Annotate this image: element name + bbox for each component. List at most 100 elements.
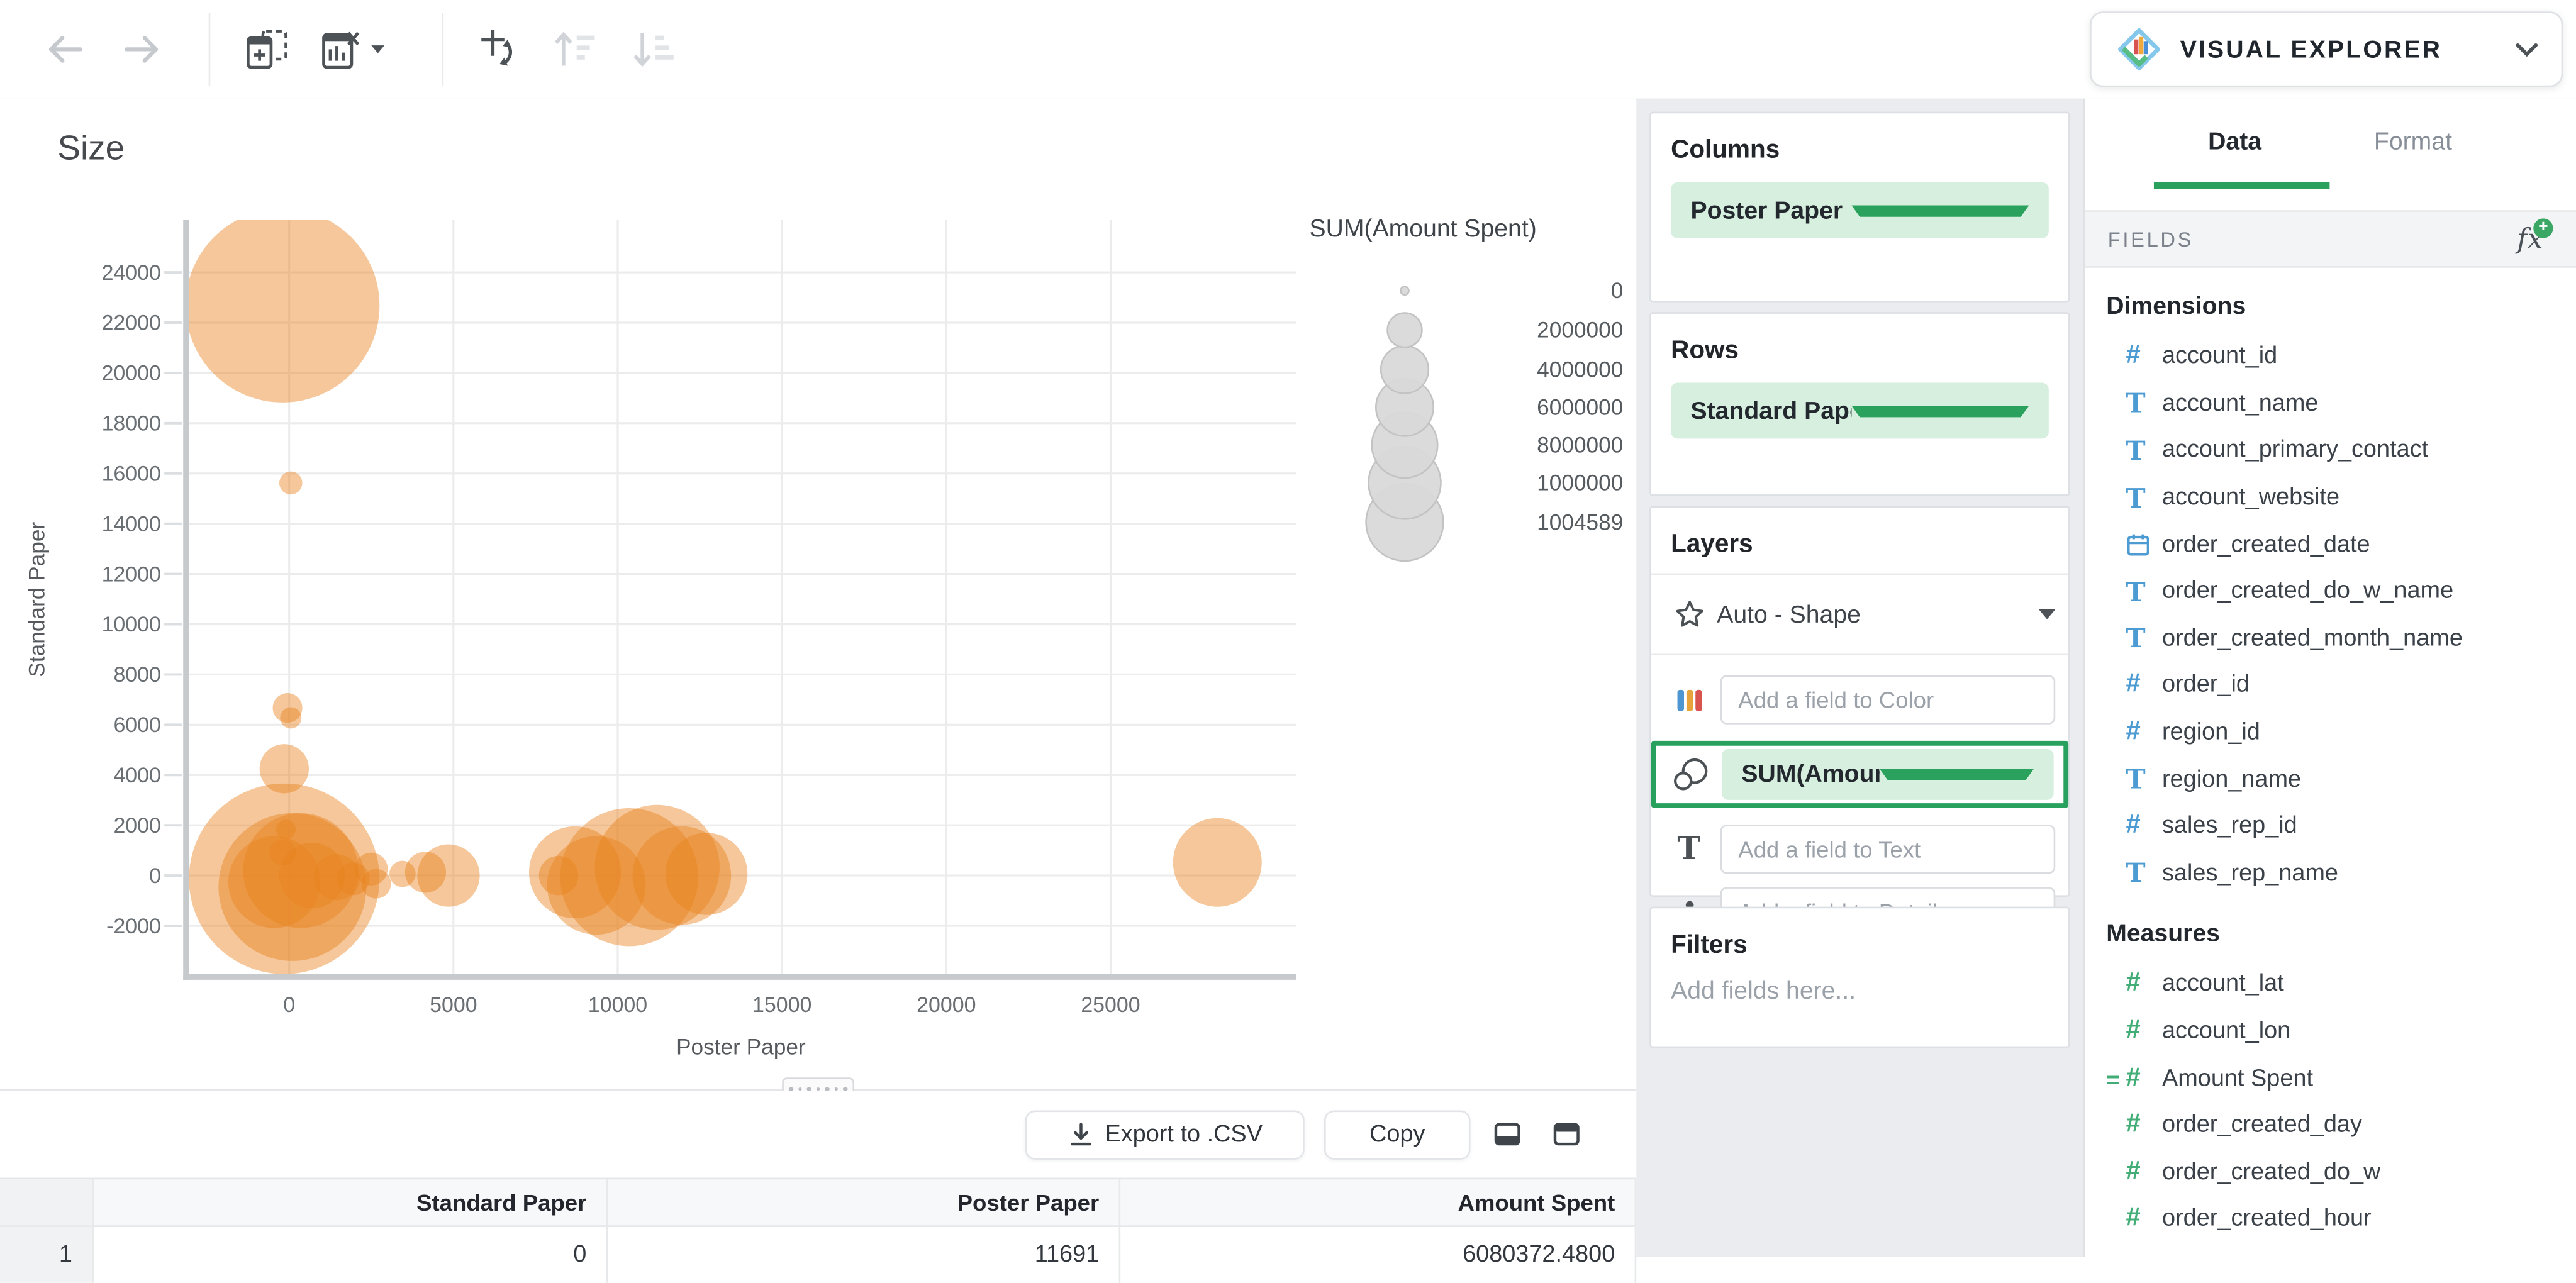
chart-bubble[interactable]	[276, 819, 296, 840]
sort-descending-button[interactable]	[628, 23, 681, 76]
color-field-input[interactable]	[1720, 675, 2056, 725]
gridlines	[189, 219, 1296, 974]
field-item-sales_rep_id[interactable]: # sales_rep_id	[2085, 803, 2576, 850]
pill-dropdown-icon	[1879, 769, 2034, 780]
bubble-chart[interactable]: Size240002200020000180001600014000120001…	[0, 99, 1636, 1091]
svg-text:2000: 2000	[113, 814, 161, 838]
field-label: order_created_hour	[2161, 1206, 2372, 1233]
shape-field-pill[interactable]: SUM(Amount Spent)	[1722, 748, 2054, 800]
chart-bubble[interactable]	[528, 826, 622, 919]
chart-bubble[interactable]	[243, 813, 359, 928]
expand-table-button[interactable]	[1551, 1122, 1580, 1148]
chart-bubble[interactable]	[259, 744, 309, 794]
field-item-account_lon[interactable]: # account_lon	[2085, 1008, 2576, 1055]
text-shelf: T	[1651, 818, 2068, 880]
field-item-account_lat[interactable]: # account_lat	[2085, 961, 2576, 1008]
field-item-order_created_hour[interactable]: # order_created_hour	[2085, 1196, 2576, 1243]
chart-bubble[interactable]	[417, 844, 480, 907]
chart-panel: Size 24000 22000 20000 18000 16000 14000 12000 1…	[0, 98, 1637, 1091]
number-field-icon: #	[2126, 1157, 2141, 1186]
field-item-region_id[interactable]: # region_id	[2085, 709, 2576, 757]
columns-field-pill[interactable]: Poster Paper	[1671, 182, 2049, 238]
field-label: account_primary_contact	[2161, 437, 2429, 464]
redo-button[interactable]	[115, 23, 168, 76]
field-item-order_created_do_w[interactable]: # order_created_do_w	[2085, 1149, 2576, 1196]
table-cell: 0	[94, 1226, 608, 1283]
chart-bubble[interactable]	[313, 854, 360, 901]
chart-bubble[interactable]	[186, 209, 380, 403]
rows-field-pill[interactable]: Standard Paper	[1671, 382, 2049, 439]
shape-mode-select[interactable]: Auto - Shape	[1651, 588, 2068, 641]
field-item-account_id[interactable]: # account_id	[2085, 333, 2576, 380]
chart-bubble[interactable]	[560, 808, 698, 947]
layers-panel: Layers Auto - Shape	[1649, 506, 2070, 936]
chart-bubble[interactable]	[538, 855, 579, 896]
chart-bubble[interactable]	[228, 836, 321, 928]
chart-bubble[interactable]	[389, 860, 416, 887]
copy-button[interactable]: Copy	[1324, 1110, 1471, 1160]
columns-title: Columns	[1671, 136, 1780, 165]
text-field-icon: T	[2126, 623, 2146, 655]
tab-data[interactable]: Data	[2208, 128, 2262, 157]
collapse-table-button[interactable]	[1492, 1122, 1521, 1148]
chart-bubble[interactable]	[1173, 818, 1262, 907]
chart-bubble[interactable]	[280, 707, 302, 729]
text-field-icon: T	[2126, 576, 2146, 608]
chart-bubble[interactable]	[189, 783, 380, 974]
dimensions-heading: Dimensions	[2106, 292, 2246, 321]
legend-label: 2000000	[1537, 318, 1623, 343]
chart-bubble[interactable]	[594, 804, 720, 930]
chart-bubble[interactable]	[404, 852, 447, 893]
field-label: Amount Spent	[2161, 1065, 2314, 1092]
number-field-icon: #	[2126, 1204, 2141, 1233]
chart-bubble[interactable]	[279, 842, 345, 909]
visual-explorer-app: VISUAL EXPLORER Size 24000 22000 20000 18000…	[0, 11, 2576, 1283]
field-item-Amount Spent[interactable]: = # Amount Spent	[2085, 1055, 2576, 1102]
undo-button[interactable]	[40, 23, 92, 76]
svg-text:4000: 4000	[113, 764, 161, 787]
field-label: account_id	[2161, 343, 2278, 370]
sort-ascending-button[interactable]	[549, 23, 601, 76]
chart-bubble[interactable]	[665, 833, 748, 915]
svg-text:5000: 5000	[430, 993, 477, 1017]
app-title-button[interactable]: VISUAL EXPLORER	[2090, 11, 2563, 87]
chart-bubble[interactable]	[337, 862, 370, 896]
chart-bubble[interactable]	[269, 839, 296, 866]
field-label: order_id	[2161, 672, 2250, 699]
chart-bubble[interactable]	[272, 693, 303, 723]
chart-bubble[interactable]	[355, 852, 388, 886]
field-item-order_created_date[interactable]: order_created_date	[2085, 521, 2576, 569]
clear-chart-button[interactable]	[315, 23, 391, 76]
tab-format[interactable]: Format	[2373, 128, 2453, 157]
chart-bubble[interactable]	[361, 869, 391, 899]
field-label: order_created_do_w_name	[2161, 579, 2454, 605]
chart-bubble[interactable]	[279, 471, 303, 495]
export-csv-button[interactable]: Export to .CSV	[1025, 1110, 1305, 1160]
field-item-order_id[interactable]: # order_id	[2085, 662, 2576, 709]
text-field-icon: T	[2126, 388, 2146, 420]
field-label: order_created_date	[2161, 531, 2370, 558]
field-item-order_created_day[interactable]: # order_created_day	[2085, 1102, 2576, 1149]
chart-bubble[interactable]	[547, 836, 646, 935]
shape-field-label: SUM(Amount Spent)	[1741, 760, 1879, 789]
measures-list: # account_lat # account_lon = # Amount Spent # o…	[2085, 948, 2576, 1243]
add-calculated-field-button[interactable]: fx +	[2507, 218, 2553, 257]
text-field-input[interactable]	[1720, 825, 2056, 874]
chart-bubble[interactable]	[632, 826, 732, 925]
star-icon	[1668, 599, 1710, 629]
clear-chart-icon	[322, 31, 360, 69]
swap-axes-button[interactable]	[473, 23, 526, 76]
chart-bubble[interactable]	[218, 813, 367, 961]
add-chart-button[interactable]	[240, 23, 293, 76]
fields-sidebar: Data Format FIELDS fx + Dimensions # acco…	[2083, 98, 2576, 1256]
pill-dropdown-icon	[1851, 404, 2029, 417]
column-header: Poster Paper	[608, 1179, 1121, 1226]
filters-placeholder[interactable]: Add fields here...	[1671, 977, 1856, 1006]
